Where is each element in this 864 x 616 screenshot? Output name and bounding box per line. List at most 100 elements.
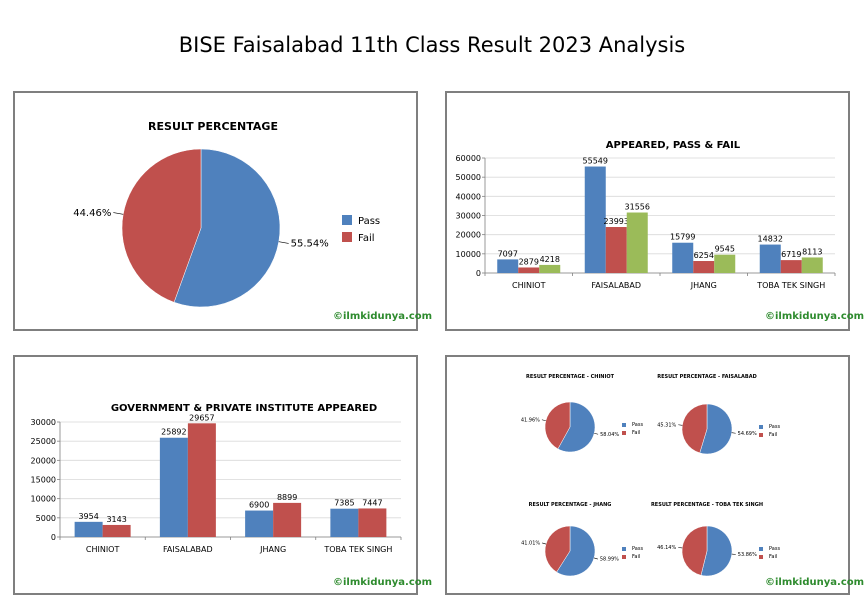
credit-label: ©ilmkidunya.com	[765, 577, 864, 588]
bar-jhang-0	[672, 242, 694, 273]
pie-slice-pass	[700, 525, 733, 577]
legend-swatch-fail	[759, 555, 763, 559]
bar-value-label: 7385	[334, 499, 354, 508]
bar-chiniot-0	[497, 259, 519, 273]
data-label: 45.31%	[657, 422, 676, 428]
legend-swatch-fail	[759, 433, 763, 437]
data-label: 41.96%	[521, 417, 540, 423]
bar-value-label: 6900	[249, 501, 269, 510]
bar-value-label: 7097	[498, 249, 518, 258]
bar-faisalabad-2	[626, 212, 648, 273]
data-label: 54.69%	[738, 431, 757, 437]
data-label: 53.86%	[738, 552, 757, 558]
data-label: 58.04%	[600, 432, 619, 438]
y-tick-label: 0	[51, 533, 56, 542]
leader-line	[594, 432, 599, 435]
legend-swatch-pass	[759, 547, 763, 551]
x-tick-label: TOBA TEK SINGH	[756, 281, 825, 290]
y-tick-label: 30000	[456, 212, 481, 221]
legend-label: Pass	[632, 422, 643, 428]
appeared-pass-fail-chart: APPEARED, PASS & FAIL 0 10000 20000 30000 400…	[456, 140, 836, 290]
bar-value-label: 25892	[161, 428, 186, 437]
bar-jhang-1	[693, 261, 715, 273]
y-tick-label: 20000	[456, 231, 481, 240]
bar-value-label: 6254	[694, 251, 714, 260]
pie-slice-fail	[121, 148, 202, 303]
y-tick-label: 20000	[31, 456, 56, 465]
bar-toba-tek-singh-0	[759, 244, 781, 273]
leader-line	[541, 419, 546, 422]
bar-value-label: 23993	[604, 217, 629, 226]
legend-swatch-fail	[622, 431, 626, 435]
x-tick-label: CHINIOT	[512, 281, 546, 290]
y-tick-label: 10000	[456, 250, 481, 259]
bar-value-label: 15799	[670, 233, 695, 242]
panel-district-pies: RESULT PERCENTAGE - CHINIOT 58.04% 41.96% P…	[445, 355, 864, 595]
bar-toba-tek-singh-1	[358, 508, 387, 537]
y-tick-label: 50000	[456, 173, 481, 182]
bar-value-label: 4218	[540, 255, 560, 264]
bar-jhang-1	[273, 502, 302, 537]
bar-value-label: 31556	[625, 203, 650, 212]
pie-slice-fail	[681, 525, 708, 576]
legend-label: Fail	[632, 554, 640, 560]
pie-slice-pass	[699, 403, 733, 455]
y-tick-label: 10000	[31, 495, 56, 504]
leader-line	[593, 557, 598, 560]
credit-label: ©ilmkidunya.com	[765, 311, 864, 322]
x-tick-label: CHINIOT	[86, 545, 120, 554]
bar-value-label: 3143	[106, 515, 126, 524]
pie-slice-pass	[557, 401, 596, 453]
bar-value-label: 55549	[583, 157, 608, 166]
bar-value-label: 8899	[277, 493, 297, 502]
bar-value-label: 29657	[189, 413, 214, 422]
y-tick-label: 60000	[456, 154, 481, 163]
bar-value-label: 2879	[519, 257, 539, 266]
bar-faisalabad-0	[584, 166, 606, 273]
panel-appeared-pass-fail: APPEARED, PASS & FAIL 0 10000 20000 30000 400…	[445, 91, 864, 331]
chart-title: RESULT PERCENTAGE - JHANG	[529, 502, 612, 508]
bar-faisalabad-1	[187, 423, 216, 537]
legend-label: Fail	[769, 554, 777, 560]
x-tick-label: JHANG	[259, 545, 286, 554]
bar-chiniot-2	[539, 264, 561, 273]
page-title: BISE Faisalabad 11th Class Result 2023 A…	[178, 33, 686, 57]
x-tick-label: FAISALABAD	[591, 281, 641, 290]
y-tick-label: 5000	[36, 514, 56, 523]
data-label: 41.01%	[521, 541, 540, 547]
result-percentage-chart: RESULT PERCENTAGE 55.54% 44.46% Pass Fail	[73, 120, 380, 308]
legend-label: Pass	[358, 216, 380, 227]
district-pies-chart: RESULT PERCENTAGE - CHINIOT 58.04% 41.96% P…	[521, 374, 780, 577]
bar-toba-tek-singh-2	[801, 257, 823, 273]
data-label: 55.54%	[291, 239, 329, 250]
bar-toba-tek-singh-1	[780, 260, 802, 273]
data-label: 44.46%	[73, 208, 111, 219]
y-tick-label: 15000	[31, 476, 56, 485]
data-label: 58.99%	[600, 557, 619, 563]
bar-toba-tek-singh-0	[330, 508, 359, 537]
bar-value-label: 9545	[715, 245, 735, 254]
legend-swatch-pass	[759, 425, 763, 429]
bar-faisalabad-0	[159, 437, 188, 537]
legend-swatch-fail	[622, 555, 626, 559]
bar-faisalabad-1	[605, 227, 627, 273]
chart-title: APPEARED, PASS & FAIL	[606, 140, 741, 151]
bar-value-label: 7447	[362, 498, 382, 507]
legend-label: Fail	[632, 430, 640, 436]
legend-label: Pass	[769, 424, 780, 430]
legend-swatch-pass	[622, 547, 626, 551]
bar-chiniot-1	[518, 267, 540, 273]
legend-label: Pass	[632, 546, 643, 552]
leader-line	[542, 542, 547, 545]
chart-title: RESULT PERCENTAGE - TOBA TEK SINGH	[651, 502, 763, 508]
leader-line	[731, 432, 736, 434]
panel-gov-private: GOVERNMENT & PRIVATE INSTITUTE APPEARED 0…	[13, 355, 432, 595]
x-tick-label: TOBA TEK SINGH	[323, 545, 392, 554]
y-tick-label: 0	[476, 269, 481, 278]
panel-result-percentage: RESULT PERCENTAGE 55.54% 44.46% Pass Fail ©i…	[13, 91, 432, 331]
leader-line	[678, 424, 683, 426]
legend-swatch-fail	[342, 232, 352, 242]
x-tick-label: JHANG	[690, 281, 717, 290]
bar-chiniot-0	[74, 521, 103, 537]
bar-value-label: 8113	[802, 247, 822, 256]
